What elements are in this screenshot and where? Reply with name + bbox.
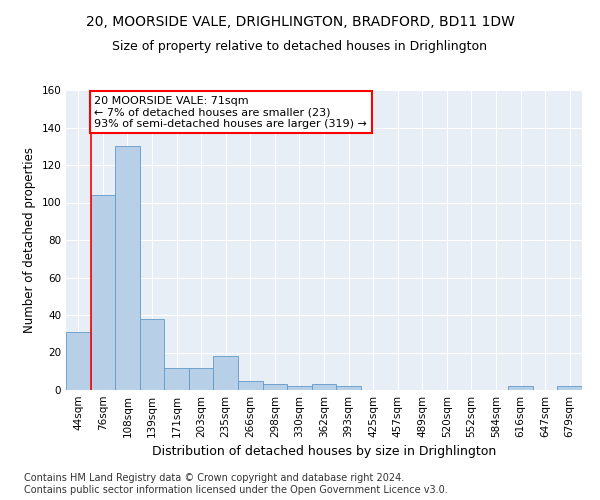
- Bar: [91, 195, 115, 390]
- Text: 20, MOORSIDE VALE, DRIGHLINGTON, BRADFORD, BD11 1DW: 20, MOORSIDE VALE, DRIGHLINGTON, BRADFOR…: [86, 15, 514, 29]
- Bar: [238, 380, 263, 390]
- Bar: [140, 319, 164, 390]
- X-axis label: Distribution of detached houses by size in Drighlington: Distribution of detached houses by size …: [152, 446, 496, 458]
- Bar: [557, 386, 582, 390]
- Bar: [312, 384, 336, 390]
- Bar: [66, 332, 91, 390]
- Bar: [336, 386, 361, 390]
- Bar: [287, 386, 312, 390]
- Bar: [115, 146, 140, 390]
- Bar: [508, 386, 533, 390]
- Text: 20 MOORSIDE VALE: 71sqm
← 7% of detached houses are smaller (23)
93% of semi-det: 20 MOORSIDE VALE: 71sqm ← 7% of detached…: [94, 96, 367, 129]
- Text: Contains HM Land Registry data © Crown copyright and database right 2024.
Contai: Contains HM Land Registry data © Crown c…: [24, 474, 448, 495]
- Bar: [263, 384, 287, 390]
- Y-axis label: Number of detached properties: Number of detached properties: [23, 147, 36, 333]
- Text: Size of property relative to detached houses in Drighlington: Size of property relative to detached ho…: [113, 40, 487, 53]
- Bar: [214, 356, 238, 390]
- Bar: [164, 368, 189, 390]
- Bar: [189, 368, 214, 390]
